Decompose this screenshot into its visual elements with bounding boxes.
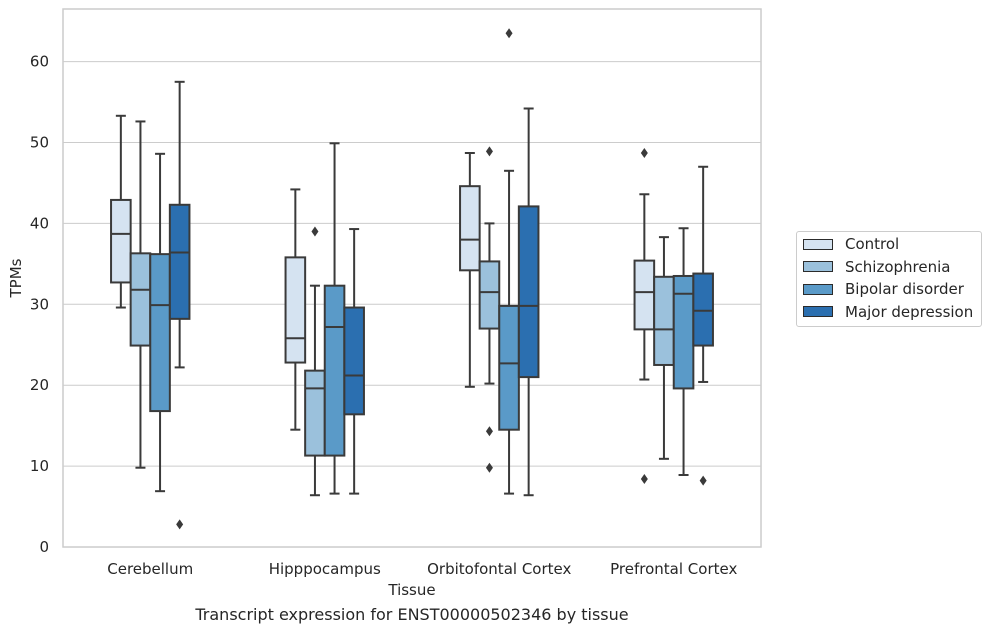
- legend-label: Bipolar disorder: [845, 280, 964, 298]
- box-bipolar-disorder: [672, 227, 695, 476]
- legend-item: Control: [803, 235, 899, 253]
- outlier-point: [485, 426, 493, 437]
- box-schizophrenia: [304, 226, 326, 497]
- y-tick-label: 30: [30, 295, 49, 313]
- box-bipolar-disorder: [323, 142, 346, 495]
- y-tick-label: 60: [30, 53, 49, 71]
- box-iqr: [692, 272, 714, 347]
- box-iqr: [517, 205, 540, 379]
- box-iqr: [653, 275, 675, 366]
- x-tick-label: Prefrontal Cortex: [610, 560, 737, 578]
- outlier-point: [176, 519, 184, 530]
- box-major-depression: [517, 107, 540, 497]
- y-tick-label: 40: [30, 214, 49, 232]
- figure-caption: Transcript expression for ENST0000050234…: [195, 605, 629, 624]
- y-tick-label: 0: [39, 538, 49, 556]
- box-major-depression: [692, 165, 714, 486]
- box-iqr: [343, 306, 365, 416]
- y-tick-label: 50: [30, 133, 49, 151]
- box-schizophrenia: [653, 236, 675, 460]
- box-major-depression: [343, 228, 365, 495]
- legend-swatch: [803, 306, 833, 317]
- box-iqr: [459, 185, 481, 272]
- y-tick-label: 20: [30, 376, 49, 394]
- box-control: [633, 148, 656, 485]
- legend-item: Major depression: [803, 303, 973, 321]
- box-iqr: [168, 203, 191, 320]
- legend-item: Bipolar disorder: [803, 280, 964, 298]
- box-control: [284, 188, 307, 431]
- box-major-depression: [168, 80, 191, 530]
- box-schizophrenia: [478, 146, 501, 473]
- outlier-point: [640, 474, 648, 485]
- x-tick-label: Hipppocampus: [269, 560, 381, 578]
- box-iqr: [478, 260, 501, 330]
- legend-swatch: [803, 238, 833, 250]
- box-iqr: [110, 198, 132, 284]
- legend-swatch: [803, 261, 833, 272]
- box-bipolar-disorder: [498, 28, 520, 495]
- box-iqr: [129, 252, 152, 347]
- box-control: [459, 152, 481, 388]
- outlier-point: [311, 226, 319, 237]
- y-axis-label: TPMs: [7, 258, 25, 298]
- legend-label: Control: [845, 235, 900, 253]
- box-control: [110, 114, 132, 309]
- y-tick-label: 10: [30, 457, 49, 475]
- box-schizophrenia: [129, 120, 152, 469]
- legend: Control Schizophrenia Bipolar disorder Majo…: [796, 231, 982, 327]
- plot-area-frame: [62, 8, 762, 548]
- box-iqr: [498, 304, 520, 431]
- box-iqr: [633, 259, 656, 331]
- box-bipolar-disorder: [149, 152, 171, 493]
- x-tick-labels: Cerebellum Hipppocampus Orbitofontal Corte…: [107, 560, 737, 578]
- box-groups: [110, 28, 714, 530]
- x-tick-label: Cerebellum: [107, 560, 193, 578]
- y-tick-labels: 0 10 20 30 40 50 60: [30, 53, 49, 556]
- outlier-point: [505, 28, 513, 39]
- box-iqr: [323, 284, 346, 457]
- legend-item: Schizophrenia: [803, 258, 950, 276]
- legend-swatch: [803, 283, 833, 295]
- legend-label: Major depression: [845, 302, 974, 321]
- box-iqr: [284, 256, 307, 364]
- outlier-point: [699, 475, 707, 486]
- box-iqr: [149, 253, 171, 413]
- outlier-point: [485, 462, 493, 473]
- outlier-point: [640, 148, 648, 159]
- legend-label: Schizophrenia: [845, 257, 951, 276]
- x-tick-label: Orbitofontal Cortex: [427, 560, 571, 578]
- outlier-point: [485, 146, 493, 157]
- box-iqr: [304, 369, 326, 457]
- x-axis-label: Tissue: [387, 581, 435, 599]
